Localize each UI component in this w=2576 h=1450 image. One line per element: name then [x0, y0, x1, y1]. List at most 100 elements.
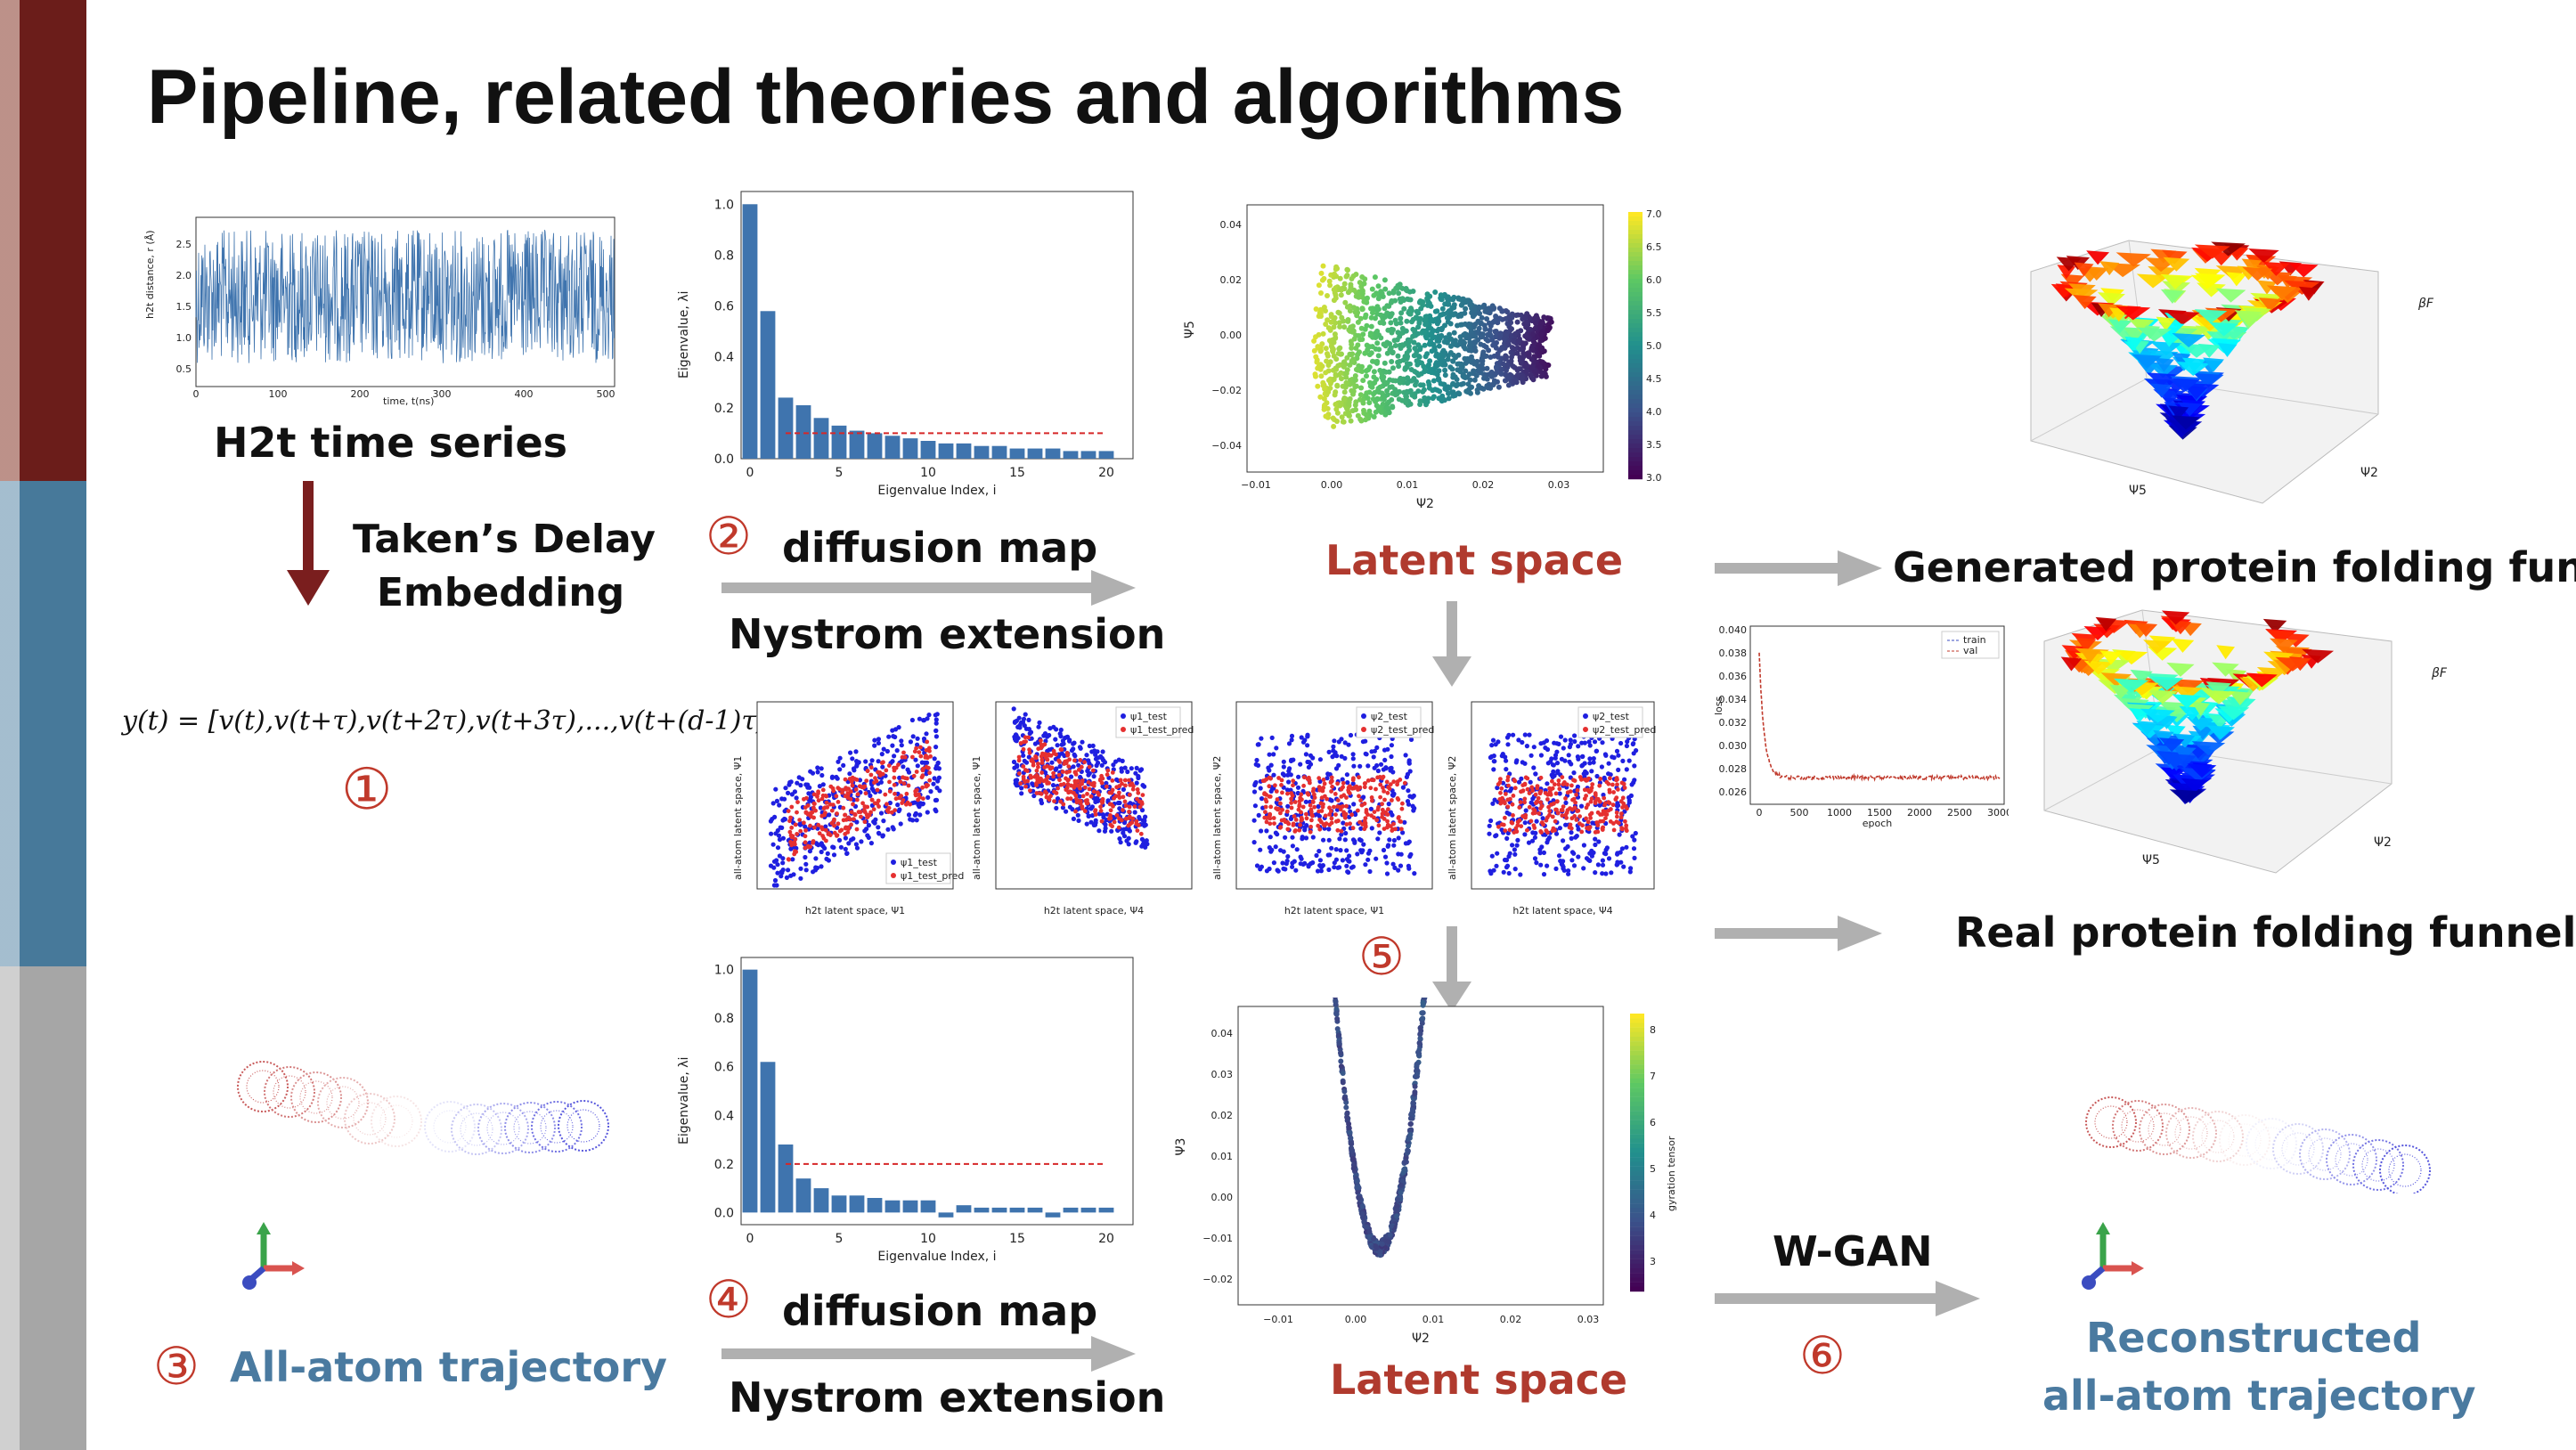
- pred-test-point: [876, 825, 881, 830]
- latent-top-point: [1343, 374, 1349, 380]
- pred-test-point: [1573, 835, 1578, 840]
- pred-test-point: [1382, 854, 1389, 859]
- pred-legend-box: [1115, 706, 1181, 738]
- pred-test-point: [1580, 754, 1586, 759]
- eig-ytick: 1.0: [714, 964, 734, 978]
- pred-test-point: [862, 828, 868, 834]
- pred-pred-point: [1317, 827, 1323, 832]
- pred-pred-point: [1061, 782, 1066, 786]
- latent-top-point: [1374, 304, 1381, 310]
- pred-test-point: [1614, 748, 1620, 754]
- pred-test-point: [819, 864, 824, 869]
- pred-pred-point: [1135, 787, 1140, 792]
- pred-test-point: [1591, 760, 1596, 765]
- funnel-facet: [2163, 257, 2190, 272]
- pred-legend-marker-test: [1361, 713, 1366, 719]
- pred-pred-point: [1529, 785, 1535, 790]
- pred-test-point: [1406, 761, 1412, 766]
- pred-pred-point: [852, 811, 858, 817]
- pred-pred-point: [1289, 791, 1294, 795]
- latent-top-point: [1435, 354, 1441, 360]
- latent-top-point: [1319, 277, 1325, 283]
- latent-top-cbar-seg: [1628, 243, 1643, 248]
- latent-top-point: [1389, 359, 1395, 364]
- pred-test-point: [1303, 752, 1308, 757]
- pred-test-point: [1522, 732, 1528, 737]
- pred-ylabel: all-atom latent space, Ψ1: [971, 756, 982, 880]
- pred-pred-point: [1348, 784, 1352, 789]
- pred-test-point: [1602, 775, 1607, 780]
- pred-test-point: [1543, 745, 1548, 751]
- pred-pred-point: [1051, 770, 1056, 776]
- pred-test-point: [1076, 762, 1081, 768]
- latent-top-point: [1439, 305, 1446, 312]
- pred-test-point: [1019, 786, 1024, 791]
- latent-top-xtick: −0.01: [1241, 479, 1271, 491]
- pred-test-point: [1374, 856, 1379, 861]
- pred-ylabel: all-atom latent space, Ψ2: [1447, 756, 1458, 880]
- latent-top-point: [1360, 331, 1366, 338]
- h2t-time-series-plot: h2t distance, r (Å) time, t(ns) 0 100 200 3…: [144, 216, 615, 407]
- pred-test-point: [1538, 753, 1544, 758]
- pred-pred-point: [924, 754, 928, 758]
- latent-top-point: [1427, 338, 1433, 344]
- latent-top-point: [1403, 286, 1409, 291]
- funnel-facet: [2265, 629, 2295, 644]
- pred-test-point: [1105, 798, 1111, 803]
- funnel-facet: [2234, 310, 2262, 325]
- pred-test-point: [1403, 753, 1408, 758]
- pred-pred-point: [1556, 782, 1561, 787]
- funnel-facet: [2156, 316, 2176, 331]
- pred-pred-point: [1268, 811, 1273, 817]
- latent-top-point: [1328, 314, 1334, 320]
- pred-test-point: [868, 841, 874, 846]
- pred-pred-point: [912, 749, 917, 754]
- funnel-zlabel: βF: [2417, 297, 2434, 311]
- pred-pred-point: [1060, 770, 1065, 774]
- latent-top-point: [1445, 353, 1451, 359]
- pred-pred-point: [1350, 826, 1356, 831]
- pred-test-point: [1516, 737, 1521, 743]
- pred-legend-test: ψ1_test: [901, 857, 938, 868]
- pred-pred-point: [1586, 819, 1591, 825]
- pred-pred-point: [803, 840, 808, 845]
- pred-test-point: [1053, 767, 1058, 772]
- latent-top-point: [1445, 385, 1451, 391]
- pred-test-point: [1384, 860, 1390, 866]
- latent-top-point: [1409, 392, 1415, 398]
- pred-test-point: [1410, 803, 1415, 809]
- eig-bar: [778, 397, 794, 459]
- pred-test-point: [872, 737, 877, 743]
- pred-test-point: [1408, 737, 1414, 742]
- pred-pred-point: [917, 750, 922, 754]
- pred-pred-point: [1309, 818, 1314, 823]
- pred-pred-point: [1273, 783, 1277, 788]
- latent-top-point: [1405, 296, 1411, 302]
- latent-top-point: [1352, 377, 1358, 383]
- pred-pred-point: [1119, 818, 1124, 823]
- latent-top-point: [1517, 346, 1523, 353]
- pred-test-point: [857, 778, 863, 783]
- pred-pred-point: [1598, 819, 1602, 824]
- latent-top-point: [1320, 330, 1326, 337]
- pred-test-point: [803, 824, 808, 829]
- pred-test-point: [876, 831, 882, 836]
- pred-pred-point: [843, 812, 848, 818]
- pred-pred-point: [1304, 816, 1309, 821]
- funnel-facet: [2124, 328, 2146, 343]
- pred-pred-point: [1039, 742, 1044, 747]
- latent-top-cbar-seg: [1628, 399, 1643, 404]
- pred-test-point: [1569, 830, 1574, 835]
- latent-top-cbar-seg: [1628, 403, 1643, 409]
- latent-top-point: [1471, 361, 1478, 367]
- pred-pred-point: [1129, 781, 1135, 786]
- pred-test-point: [1406, 866, 1412, 871]
- pred-pred-point: [905, 776, 909, 781]
- pred-pred-point: [1105, 772, 1110, 778]
- pred-pred-point: [845, 791, 851, 795]
- pred-pred-point: [869, 797, 875, 802]
- pred-test-point: [1026, 754, 1031, 760]
- latent-top-point: [1359, 369, 1365, 374]
